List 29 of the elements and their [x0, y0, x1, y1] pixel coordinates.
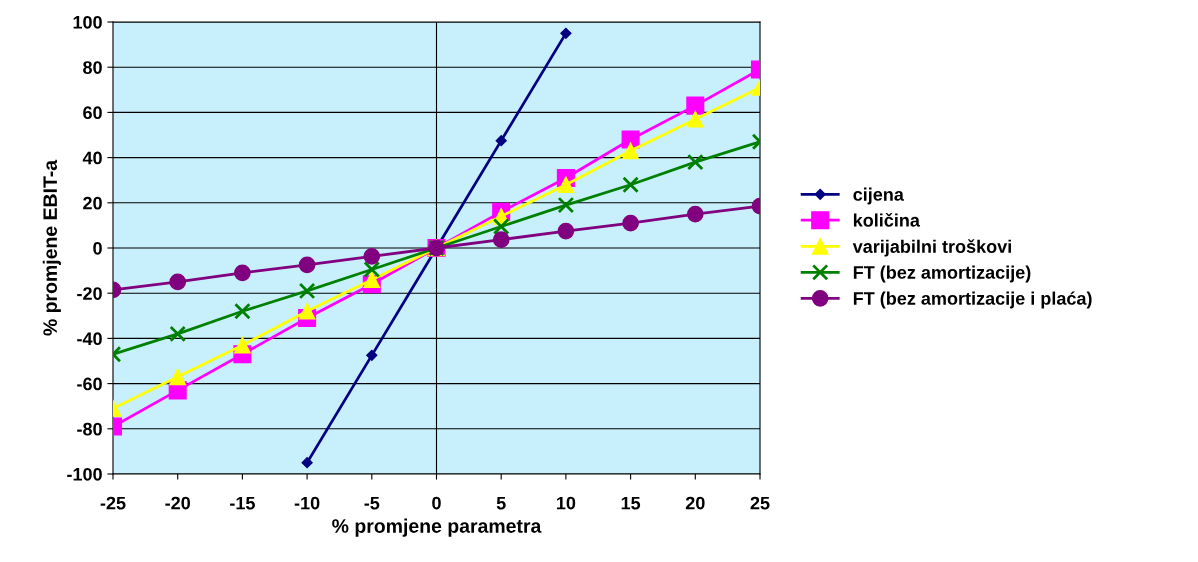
- y-tick-label: 0: [93, 241, 102, 255]
- x-tick-label: 15: [621, 496, 641, 510]
- x-tick-label: 10: [557, 496, 576, 510]
- y-tick-label: -80: [77, 422, 102, 436]
- x-tick-label: -20: [165, 496, 191, 510]
- legend-label: cijena: [853, 187, 904, 205]
- x-axis-title: % promjene parametra: [332, 518, 542, 537]
- y-axis-title: % promjene EBIT-a: [42, 159, 61, 336]
- y-tick-label: -100: [67, 467, 102, 481]
- y-tick-label: -60: [77, 377, 102, 391]
- x-tick-label: 5: [496, 496, 506, 510]
- x-tick-label: 25: [750, 496, 770, 510]
- y-tick-label: 60: [83, 106, 102, 120]
- x-tick-label: 20: [685, 496, 705, 510]
- legend-label: FT (bez amortizacije i plaća): [853, 291, 1092, 309]
- y-tick-label: 100: [73, 15, 102, 29]
- x-tick-label: -15: [230, 496, 255, 510]
- x-tick-label: -5: [364, 496, 380, 510]
- legend-label: FT (bez amortizacije): [853, 265, 1031, 283]
- y-tick-label: -40: [77, 332, 102, 346]
- x-tick-label: -10: [294, 496, 320, 510]
- y-tick-label: 80: [83, 61, 102, 74]
- y-tick-label: 20: [83, 196, 102, 210]
- legend-label: varijabilni troškovi: [852, 239, 1011, 257]
- x-tick-label: 0: [432, 496, 441, 510]
- x-tick-label: -25: [100, 496, 126, 510]
- y-tick-label: -20: [77, 287, 102, 300]
- y-tick-label: 40: [82, 151, 102, 165]
- legend-label: količina: [853, 213, 921, 227]
